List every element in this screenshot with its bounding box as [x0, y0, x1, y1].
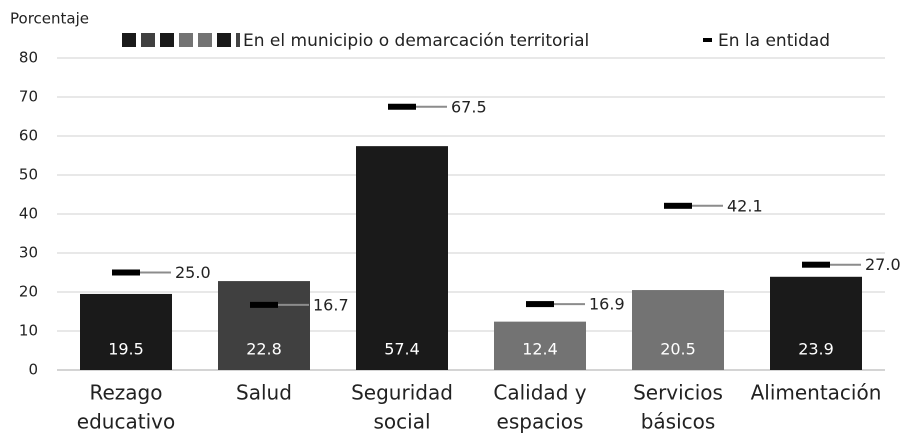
- legend-swatch: [703, 38, 712, 42]
- value-label: 23.9: [798, 340, 834, 359]
- marker: [664, 202, 692, 209]
- x-tick-label: Salud: [236, 381, 292, 405]
- legend-label: En la entidad: [718, 31, 830, 51]
- y-tick-label: 70: [19, 88, 38, 106]
- marker: [388, 103, 416, 110]
- bar: [632, 290, 724, 370]
- legend-swatch: [122, 33, 136, 47]
- legend-swatch: [236, 33, 240, 47]
- y-tick-label: 20: [19, 283, 38, 301]
- marker: [526, 301, 554, 308]
- legend-swatch: [217, 33, 231, 47]
- bar: [356, 146, 448, 370]
- value-label: 12.4: [522, 340, 558, 359]
- marker: [112, 269, 140, 276]
- legend-swatch: [179, 33, 193, 47]
- value-label: 57.4: [384, 340, 420, 359]
- value-label: 27.0: [865, 255, 901, 274]
- x-tick-label: Servicios: [633, 381, 723, 405]
- y-tick-label: 40: [19, 205, 38, 223]
- bar: [494, 321, 586, 370]
- y-tick-label: 60: [19, 127, 38, 145]
- y-tick-label: 80: [19, 49, 38, 67]
- y-tick-label: 0: [28, 361, 38, 379]
- value-label: 42.1: [727, 196, 763, 215]
- value-label: 20.5: [660, 340, 696, 359]
- x-tick-label: Calidad y: [493, 381, 586, 405]
- y-axis-label: Porcentaje: [10, 10, 89, 28]
- value-label: 16.9: [589, 295, 625, 314]
- legend-swatch: [160, 33, 174, 47]
- x-tick-label: Alimentación: [751, 381, 882, 405]
- x-tick-label: básicos: [641, 410, 716, 434]
- bar: [770, 276, 862, 370]
- value-label: 16.7: [313, 295, 349, 314]
- value-label: 19.5: [108, 340, 144, 359]
- x-tick-label: espacios: [497, 410, 584, 434]
- x-tick-label: Seguridad: [351, 381, 453, 405]
- value-label: 67.5: [451, 97, 487, 116]
- value-label: 25.0: [175, 263, 211, 282]
- marker: [802, 261, 830, 268]
- x-tick-label: social: [373, 410, 430, 434]
- x-tick-label: Rezago: [90, 381, 163, 405]
- marker: [250, 301, 278, 308]
- y-tick-label: 30: [19, 244, 38, 262]
- value-label: 22.8: [246, 340, 282, 359]
- y-tick-label: 10: [19, 322, 38, 340]
- legend-label: En el municipio o demarcación territoria…: [243, 31, 589, 51]
- bar: [218, 281, 310, 370]
- legend-swatch: [141, 33, 155, 47]
- x-tick-label: educativo: [77, 410, 175, 434]
- legend-swatch: [198, 33, 212, 47]
- y-tick-label: 50: [19, 166, 38, 184]
- bar: [80, 293, 172, 370]
